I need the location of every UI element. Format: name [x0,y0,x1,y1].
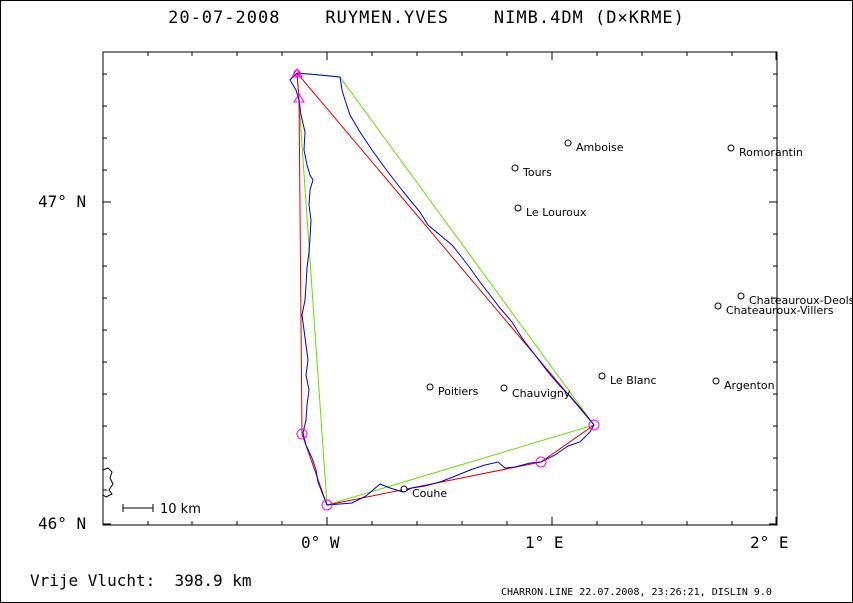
town-chauvigny: Chauvigny [500,384,571,400]
svg-text:Romorantin: Romorantin [739,146,803,159]
scale-bar: 10 km [122,502,201,517]
svg-text:Tours: Tours [522,166,552,179]
left-ticks [103,73,111,525]
finish-triangle-marker [293,93,305,103]
town-amboise: Amboise [564,139,624,154]
lon-label-1e: 1° E [525,533,564,552]
turnpoint-marker [293,69,301,77]
optimized-route-line [296,72,595,506]
town-romorantin: Romorantin [727,144,803,159]
svg-text:Chateauroux-Deols: Chateauroux-Deols [749,294,853,307]
declared-task-line [296,72,595,506]
town-chateauroux-villers: Chateauroux-Villers [714,302,834,317]
svg-text:Couhe: Couhe [412,487,447,500]
scale-label: 10 km [160,502,201,517]
lon-label-0w: 0° W [301,533,340,552]
turnpoint-marker [296,428,308,440]
svg-text:Chateauroux-Villers: Chateauroux-Villers [726,304,834,317]
town-tours: Tours [511,164,552,179]
town-le-blanc: Le Blanc [598,372,657,387]
free-flight-distance: Vrije Vlucht: 398.9 km [30,571,252,590]
footer-info: CHARRON.LINE 22.07.2008, 23:26:21, DISLI… [501,587,772,598]
lon-label-2e: 2° E [750,533,789,552]
plot-border [102,51,778,526]
gps-track [289,72,595,506]
svg-text:Le Blanc: Le Blanc [610,374,657,387]
turnpoint-marker [535,456,547,468]
flight-title: 20-07-2008 RUYMEN.YVES NIMB.4DM (D×KRME) [168,8,685,28]
top-ticks [147,52,777,60]
svg-text:Chauvigny: Chauvigny [512,387,571,400]
town-couhe: Couhe [400,485,447,500]
town-chateauroux-deols: Chateauroux-Deols [737,292,853,307]
svg-text:Le Louroux: Le Louroux [526,206,587,219]
svg-text:Argenton: Argenton [724,379,775,392]
turnpoint-marker [321,499,333,511]
lat-label-46n: 46° N [38,514,87,533]
bottom-ticks [147,517,777,525]
turnpoint-marker [588,419,600,431]
town-le-louroux: Le Louroux [514,204,587,219]
town-argenton: Argenton [712,377,775,392]
svg-text:Amboise: Amboise [576,141,624,154]
lat-label-47n: 47° N [38,192,87,211]
town-poitiers: Poitiers [426,383,479,398]
coastline [102,467,114,498]
svg-text:Poitiers: Poitiers [438,385,479,398]
